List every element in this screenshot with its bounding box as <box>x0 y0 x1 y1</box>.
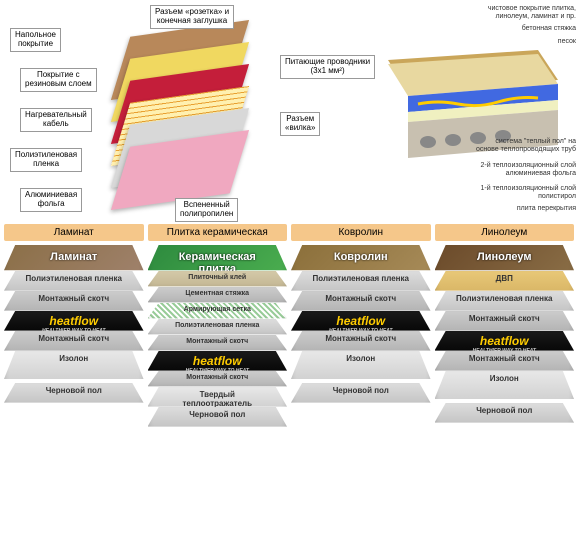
slab-label: плита перекрытия <box>466 205 576 213</box>
layer-label: Плиточный клей <box>148 274 288 281</box>
slab-label: система "теплый пол" наоснове теплопрово… <box>466 138 576 153</box>
callout-label: Нагревательныйкабель <box>20 108 92 132</box>
layer-label: Изолон <box>291 354 431 363</box>
layer-label: ДВП <box>435 274 575 283</box>
callout-label: Алюминиеваяфольга <box>20 188 82 212</box>
flooring-header: Ламинат <box>4 224 144 241</box>
layer-stack: Линолеум ДВП Полиэтиленовая пленка Монтажны… <box>435 245 575 427</box>
layer-label: Ковролин <box>291 251 431 263</box>
callout-label: Разъем«вилка» <box>280 112 320 136</box>
flooring-stacks: ЛаминатПолиэтиленовая пленкаМонтажный ск… <box>0 245 578 427</box>
layer-label: Монтажный скотч <box>148 338 288 345</box>
top-diagrams: Напольноепокрытие Покрытие срезиновым сло… <box>0 0 578 220</box>
flooring-headers: ЛаминатПлитка керамическаяКовролинЛиноле… <box>2 224 576 241</box>
exploded-view: Напольноепокрытие Покрытие срезиновым сло… <box>0 0 358 220</box>
stack-layer: Черновой пол <box>435 403 575 431</box>
callout-label: Напольноепокрытие <box>10 28 61 52</box>
stack-layer: Черновой пол <box>4 383 144 411</box>
layer-label: Монтажный скотч <box>148 374 288 381</box>
slab-cross-section: чистовое покрытие плитка,линолеум, ламин… <box>358 0 578 220</box>
layer-label: Полиэтиленовая пленка <box>291 274 431 283</box>
slab-label: чистовое покрытие плитка,линолеум, ламин… <box>466 5 576 20</box>
layer-label: Черновой пол <box>4 386 144 395</box>
flooring-header: Линолеум <box>435 224 575 241</box>
layer-label: Армирующая сетка <box>148 306 288 313</box>
layer-label: Монтажный скотч <box>291 294 431 303</box>
callout-label: Покрытие срезиновым слоем <box>20 68 97 92</box>
layer-label: Монтажный скотч <box>435 314 575 323</box>
layer-label: Монтажный скотч <box>291 334 431 343</box>
layer-label: Полиэтиленовая пленка <box>148 322 288 329</box>
callout-label: Вспененныйполипропилен <box>175 198 238 222</box>
layer-label: Линолеум <box>435 251 575 263</box>
layer-label: Ламинат <box>4 251 144 263</box>
layer-label: Монтажный скотч <box>435 354 575 363</box>
layer-label: Полиэтиленовая пленка <box>435 294 575 303</box>
layer-label: Монтажный скотч <box>4 294 144 303</box>
flooring-header: Ковролин <box>291 224 431 241</box>
slab-label: песок <box>466 38 576 46</box>
iso-stack <box>120 30 300 190</box>
layer-stack: Ламинат Полиэтиленовая пленка Монтажный ск… <box>4 245 144 427</box>
flooring-header: Плитка керамическая <box>148 224 288 241</box>
slab-label: 2-й теплоизоляционный слойалюминиевая фо… <box>466 162 576 177</box>
slab-label: бетонная стяжка <box>466 25 576 33</box>
stack-layer: Черновой пол <box>148 407 288 435</box>
layer-label: Монтажный скотч <box>4 334 144 343</box>
layer-label: Изолон <box>435 374 575 383</box>
layer-label: Черновой пол <box>435 406 575 415</box>
stack-layer: Черновой пол <box>291 383 431 411</box>
layer-label: Полиэтиленовая пленка <box>4 274 144 283</box>
layer-stack: КерамическаяплиткаПлиточный клейЦементна… <box>148 245 288 427</box>
callout-label: Полиэтиленоваяпленка <box>10 148 82 172</box>
layer-label: Черновой пол <box>148 410 288 419</box>
layer-label: Изолон <box>4 354 144 363</box>
layer-label: Твердыйтеплоотражатель <box>148 390 288 408</box>
layer-label: Цементная стяжка <box>148 290 288 297</box>
layer-stack: Ковролин Полиэтиленовая пленка Монтажный с… <box>291 245 431 427</box>
layer-label: Черновой пол <box>291 386 431 395</box>
callout-label: Разъем «розетка» иконечная заглушка <box>150 5 234 29</box>
slab-label: 1-й теплоизоляционный слойполистирол <box>466 185 576 200</box>
